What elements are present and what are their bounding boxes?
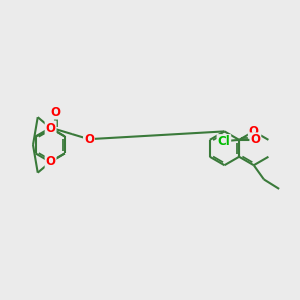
Text: O: O [249, 125, 259, 138]
Text: O: O [46, 122, 56, 134]
Text: O: O [250, 133, 260, 146]
Text: O: O [50, 106, 60, 118]
Text: Cl: Cl [218, 135, 230, 148]
Text: O: O [84, 133, 94, 146]
Text: O: O [46, 155, 56, 168]
